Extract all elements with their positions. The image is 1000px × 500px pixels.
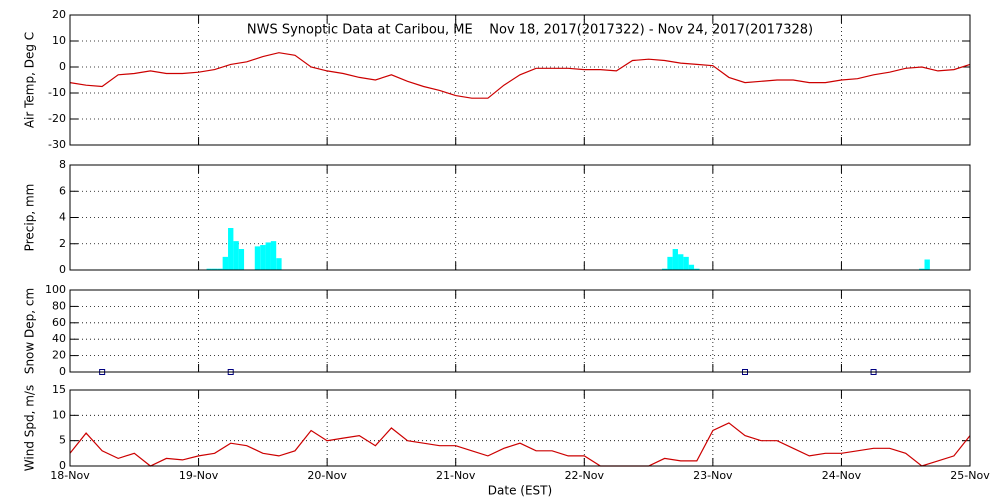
bar (924, 259, 930, 270)
y-tick-label: 0 (59, 365, 66, 378)
y-tick-label: 8 (59, 158, 66, 171)
x-tick-label: 19-Nov (179, 469, 219, 482)
line (69, 422, 971, 467)
bar (228, 228, 234, 270)
y-tick-label: 6 (59, 184, 66, 197)
bar (238, 249, 245, 270)
plot-frame (69, 164, 971, 271)
x-tick-label: 18-Nov (50, 469, 90, 482)
bar (265, 242, 271, 270)
bar (270, 241, 277, 270)
y-tick-label: 100 (45, 283, 66, 296)
bar (683, 256, 689, 270)
x-tick-label: 23-Nov (693, 469, 733, 482)
x-tick-label: 24-Nov (822, 469, 862, 482)
y-tick-label: 5 (59, 434, 66, 447)
y-tick-label: -30 (48, 138, 66, 151)
bar (667, 256, 673, 270)
y-tick-label: 4 (59, 211, 66, 224)
y-tick-label: 10 (52, 34, 66, 47)
bar (672, 249, 678, 270)
plot-frame (69, 14, 971, 146)
plot-frame (69, 289, 971, 373)
y-tick-label: 15 (52, 383, 66, 396)
y-tick-label: 0 (59, 60, 66, 73)
bar (661, 268, 668, 270)
bar (254, 246, 261, 270)
y-tick-label: 0 (59, 263, 66, 276)
y-tick-label: -20 (48, 112, 66, 125)
y-tick-label: 2 (59, 237, 66, 250)
y-axis-label: Snow Dep, cm (23, 288, 37, 374)
bar (233, 241, 239, 270)
y-axis-label: Precip, mm (23, 184, 37, 252)
bar (217, 268, 223, 270)
x-tick-label: 25-Nov (950, 469, 990, 482)
line (69, 52, 971, 99)
bar (678, 254, 684, 270)
bar (222, 256, 228, 270)
bar (694, 268, 700, 270)
bar (260, 245, 266, 270)
x-tick-label: 20-Nov (307, 469, 347, 482)
y-tick-label: 60 (52, 316, 66, 329)
x-tick-label: 22-Nov (565, 469, 605, 482)
y-tick-label: 80 (52, 299, 66, 312)
bar (688, 264, 695, 270)
y-tick-label: 20 (52, 349, 66, 362)
y-tick-label: 0 (59, 459, 66, 472)
y-axis-label: Wind Spd, m/s (23, 385, 37, 471)
y-tick-label: 10 (52, 408, 66, 421)
y-tick-label: 40 (52, 332, 66, 345)
y-tick-label: -10 (48, 86, 66, 99)
x-tick-label: 21-Nov (436, 469, 476, 482)
bar (276, 258, 282, 270)
bar (211, 268, 218, 270)
x-axis-label: Date (EST) (488, 484, 552, 498)
y-tick-label: 20 (52, 8, 66, 21)
y-axis-label: Air Temp, Deg C (23, 32, 37, 128)
plot-frame (69, 389, 971, 467)
chart-title: NWS Synoptic Data at Caribou, ME Nov 18,… (247, 23, 813, 38)
bar (206, 268, 212, 270)
bar (919, 268, 925, 270)
